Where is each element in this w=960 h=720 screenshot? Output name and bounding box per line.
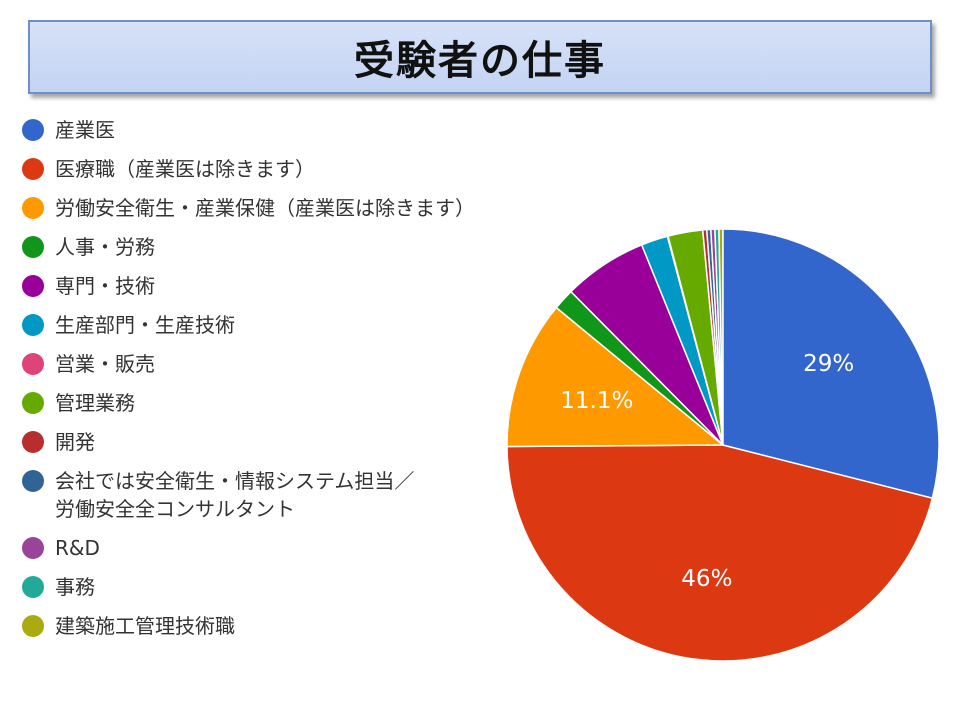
legend-label: 人事・労務	[55, 235, 155, 259]
pie-slice	[722, 228, 940, 500]
legend-swatch	[22, 236, 44, 258]
legend-label: 専門・技術	[55, 274, 155, 298]
title-banner: 受験者の仕事	[28, 20, 932, 94]
legend-item: 開発	[22, 428, 582, 456]
legend-label: 建築施工管理技術職	[55, 614, 235, 638]
legend-item: 生産部門・生産技術	[22, 311, 582, 339]
legend-item: 建築施工管理技術職	[22, 612, 582, 640]
legend-label: 生産部門・生産技術	[55, 313, 235, 337]
legend-label: 管理業務	[55, 391, 135, 415]
legend-item: 会社では安全衛生・情報システム担当／ 労働安全全コンサルタント	[22, 467, 582, 523]
legend-swatch	[22, 275, 44, 297]
legend-item: 管理業務	[22, 389, 582, 417]
legend-label: 事務	[55, 575, 95, 599]
legend-item: 医療職（産業医は除きます）	[22, 155, 582, 183]
legend-swatch	[22, 119, 44, 141]
slice-value-label: 46%	[681, 566, 732, 592]
legend: 産業医医療職（産業医は除きます） 労働安全衛生・産業保健（産業医は除きます） 人事・…	[22, 116, 582, 651]
legend-swatch	[22, 392, 44, 414]
legend-item: 人事・労務	[22, 233, 582, 261]
legend-swatch	[22, 576, 44, 598]
legend-item: 事務	[22, 573, 582, 601]
slice-value-label: 11.1%	[560, 388, 633, 414]
legend-swatch	[22, 537, 44, 559]
slice-value-label: 29%	[803, 351, 854, 377]
pie-slice	[506, 306, 726, 448]
legend-swatch	[22, 431, 44, 453]
legend-swatch	[22, 314, 44, 336]
legend-item: 営業・販売	[22, 350, 582, 378]
legend-label: 営業・販売	[55, 352, 155, 376]
legend-item: R&D	[22, 534, 582, 562]
legend-label: 医療職（産業医は除きます）	[55, 157, 315, 181]
legend-swatch	[22, 470, 44, 492]
legend-label: 開発	[55, 430, 95, 454]
chart-title: 受験者の仕事	[354, 38, 606, 84]
legend-swatch	[22, 353, 44, 375]
legend-label: 産業医	[55, 118, 115, 142]
pie-slice	[506, 444, 934, 662]
legend-label: 会社では安全衛生・情報システム担当／ 労働安全全コンサルタント	[55, 469, 415, 521]
legend-swatch	[22, 158, 44, 180]
legend-item: 産業医	[22, 116, 582, 144]
legend-swatch	[22, 197, 44, 219]
legend-swatch	[22, 615, 44, 637]
legend-item: 労働安全衛生・産業保健（産業医は除きます）	[22, 194, 582, 222]
legend-item: 専門・技術	[22, 272, 582, 300]
legend-label: 労働安全衛生・産業保健（産業医は除きます）	[55, 196, 475, 220]
legend-label: R&D	[55, 536, 100, 560]
